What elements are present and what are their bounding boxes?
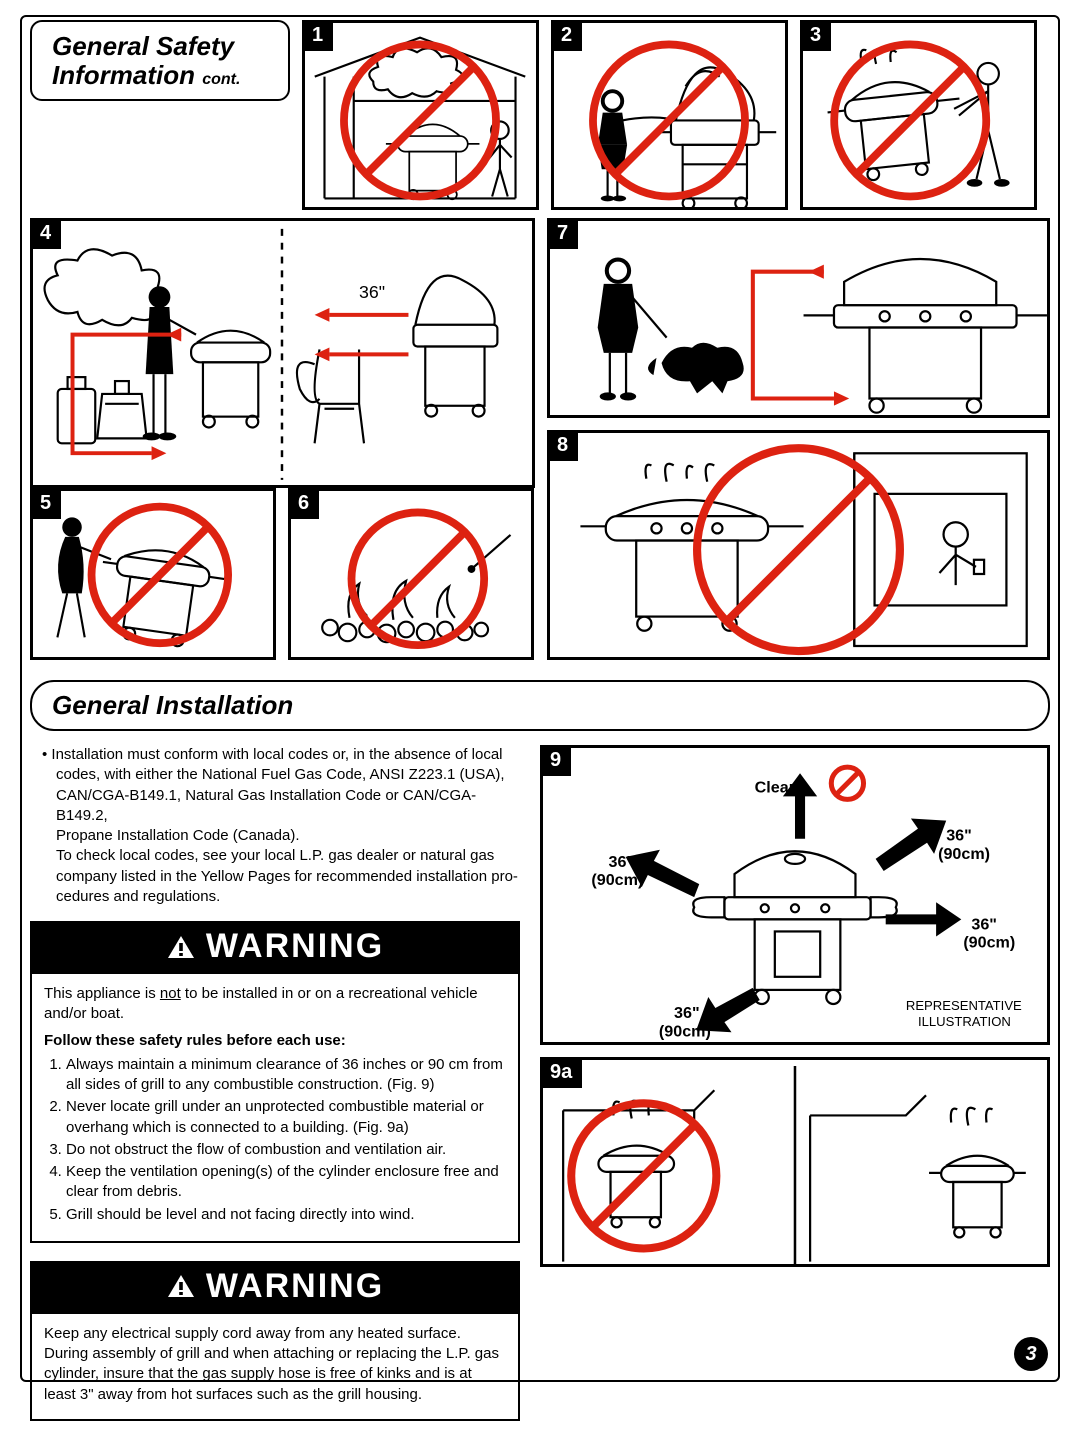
warn1-head: Follow these safety rules before each us…	[44, 1031, 506, 1051]
fig-8-svg	[550, 433, 1047, 666]
row-5-6: 5 6	[30, 488, 535, 660]
fig-5: 5	[30, 488, 276, 660]
section-installation: General Installation	[30, 680, 1050, 731]
fig-2-svg	[554, 23, 785, 208]
fig9-90-tr1: (90cm)	[938, 845, 990, 863]
fig9-90-r: (90cm)	[963, 934, 1015, 952]
fig-9a: 9a	[540, 1057, 1050, 1267]
fig-1-num: 1	[302, 20, 333, 51]
fig9-90-b: (90cm)	[659, 1022, 711, 1040]
fig-5-svg	[33, 491, 273, 659]
warn1-li4: Keep the ventilation opening(s) of the c…	[66, 1162, 506, 1203]
warning-label-1: WARNING	[206, 927, 384, 966]
fig-4-num: 4	[30, 218, 61, 249]
install-l2: codes, with either the National Fuel Gas…	[42, 765, 520, 785]
title-line2: Information	[52, 60, 195, 90]
warn1-li3: Do not obstruct the flow of combustion a…	[66, 1140, 506, 1160]
fig-8: 8	[547, 430, 1050, 660]
fig-3: 3	[800, 20, 1037, 210]
warning-body-2: Keep any electrical supply cord away fro…	[30, 1314, 520, 1421]
fig-9a-svg	[543, 1060, 1047, 1272]
install-bullet: • Installation must conform with local c…	[30, 745, 520, 907]
title-line1: General Safety	[52, 31, 234, 61]
fig-7-num: 7	[547, 218, 578, 249]
page-number-val: 3	[1025, 1343, 1036, 1366]
section-installation-title: General Installation	[52, 690, 293, 720]
fig-9-num: 9	[540, 745, 571, 776]
fig-9a-num: 9a	[540, 1057, 582, 1088]
install-l6: company listed in the Yellow Pages for r…	[42, 867, 520, 887]
page-number: 3	[1014, 1337, 1048, 1371]
fig-2: 2	[551, 20, 788, 210]
row-title-figs: General Safety Information cont. 1	[30, 20, 1050, 210]
fig-7-svg	[550, 221, 1047, 424]
install-l3: CAN/CGA-B149.1, Natural Gas Installation…	[42, 786, 520, 827]
warning-bar-1: WARNING	[30, 921, 520, 974]
warn1-list: Always maintain a minimum clearance of 3…	[44, 1055, 506, 1225]
fig-8-num: 8	[547, 430, 578, 461]
title-cont: cont.	[202, 71, 240, 88]
warning-body-1: This appliance is not to be installed in…	[30, 974, 520, 1243]
fig-1-svg	[305, 23, 536, 208]
warning-label-2: WARNING	[206, 1267, 384, 1306]
warn2-p: Keep any electrical supply cord away fro…	[44, 1325, 499, 1403]
col-right: 9	[540, 745, 1050, 1439]
warn1-p1a: This appliance is	[44, 985, 160, 1002]
fig-6: 6	[288, 488, 534, 660]
install-l7: cedures and regulations.	[42, 887, 520, 907]
title-box: General Safety Information cont.	[30, 20, 290, 101]
installation-columns: • Installation must conform with local c…	[30, 745, 1050, 1439]
fig-9-svg: Clear 36" (90cm) 36" (90cm) 36" (90cm) 3…	[543, 748, 1047, 1050]
fig-9: 9	[540, 745, 1050, 1045]
fig-2-num: 2	[551, 20, 582, 51]
warn1-li5: Grill should be level and not facing dir…	[66, 1205, 506, 1225]
install-l5: To check local codes, see your local L.P…	[42, 846, 520, 866]
warn1-li1: Always maintain a minimum clearance of 3…	[66, 1055, 506, 1096]
fig9-36-r: 36"	[971, 915, 997, 933]
col-left: • Installation must conform with local c…	[30, 745, 520, 1439]
warning-bar-2: WARNING	[30, 1261, 520, 1314]
fig9-rep1: REPRESENTATIVE	[906, 998, 1022, 1013]
fig9-rep2: ILLUSTRATION	[918, 1014, 1011, 1029]
install-l1: • Installation must conform with local c…	[42, 746, 503, 763]
fig9-90-l: (90cm)	[591, 871, 643, 889]
warn1-li2: Never locate grill under an unprotected …	[66, 1097, 506, 1138]
fig-3-svg	[803, 23, 1034, 208]
fig9-36-b: 36"	[674, 1004, 700, 1022]
install-l4: Propane Installation Code (Canada).	[42, 826, 520, 846]
fig9-36-l: 36"	[609, 853, 635, 871]
fig-7: 7	[547, 218, 1050, 418]
warning-triangle-icon	[166, 1273, 196, 1299]
warn1-p1b: not	[160, 985, 181, 1002]
fig-5-num: 5	[30, 488, 61, 519]
fig-4: 4	[30, 218, 535, 488]
fig-4-svg: 36"	[33, 221, 532, 488]
fig-1: 1	[302, 20, 539, 210]
warning-triangle-icon	[166, 934, 196, 960]
fig9-36-tr1: 36"	[946, 827, 972, 845]
fig-6-num: 6	[288, 488, 319, 519]
fig9-clear: Clear	[755, 778, 796, 796]
fig-3-num: 3	[800, 20, 831, 51]
fig4-36in: 36"	[359, 282, 385, 302]
fig-6-svg	[291, 491, 531, 659]
